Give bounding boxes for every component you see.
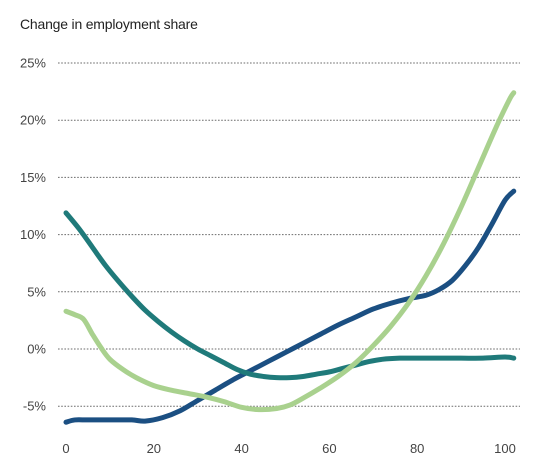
y-tick-label: 25% bbox=[20, 56, 46, 71]
x-tick-label: 0 bbox=[62, 441, 69, 456]
series-line-teal bbox=[63, 210, 517, 381]
grid-lines bbox=[58, 62, 520, 407]
y-tick-label: 15% bbox=[20, 170, 46, 185]
series-line-light-green bbox=[63, 90, 517, 413]
y-tick-label: 0% bbox=[27, 342, 46, 357]
y-tick-label: -5% bbox=[23, 399, 47, 414]
x-tick-labels: 0 20 40 60 80 100 bbox=[62, 441, 515, 456]
x-tick-label: 80 bbox=[410, 441, 424, 456]
y-tick-label: 5% bbox=[27, 284, 46, 299]
y-tick-labels: 25% 20% 15% 10% 5% 0% -5% bbox=[20, 56, 46, 414]
chart-title: Change in employment share bbox=[20, 16, 198, 32]
x-tick-label: 60 bbox=[322, 441, 336, 456]
y-tick-label: 20% bbox=[20, 113, 46, 128]
x-tick-label: 20 bbox=[147, 441, 161, 456]
y-tick-label: 10% bbox=[20, 227, 46, 242]
x-tick-label: 100 bbox=[494, 441, 516, 456]
series-line-dark-blue bbox=[63, 188, 517, 425]
series-lines bbox=[63, 90, 517, 425]
x-tick-label: 40 bbox=[234, 441, 248, 456]
